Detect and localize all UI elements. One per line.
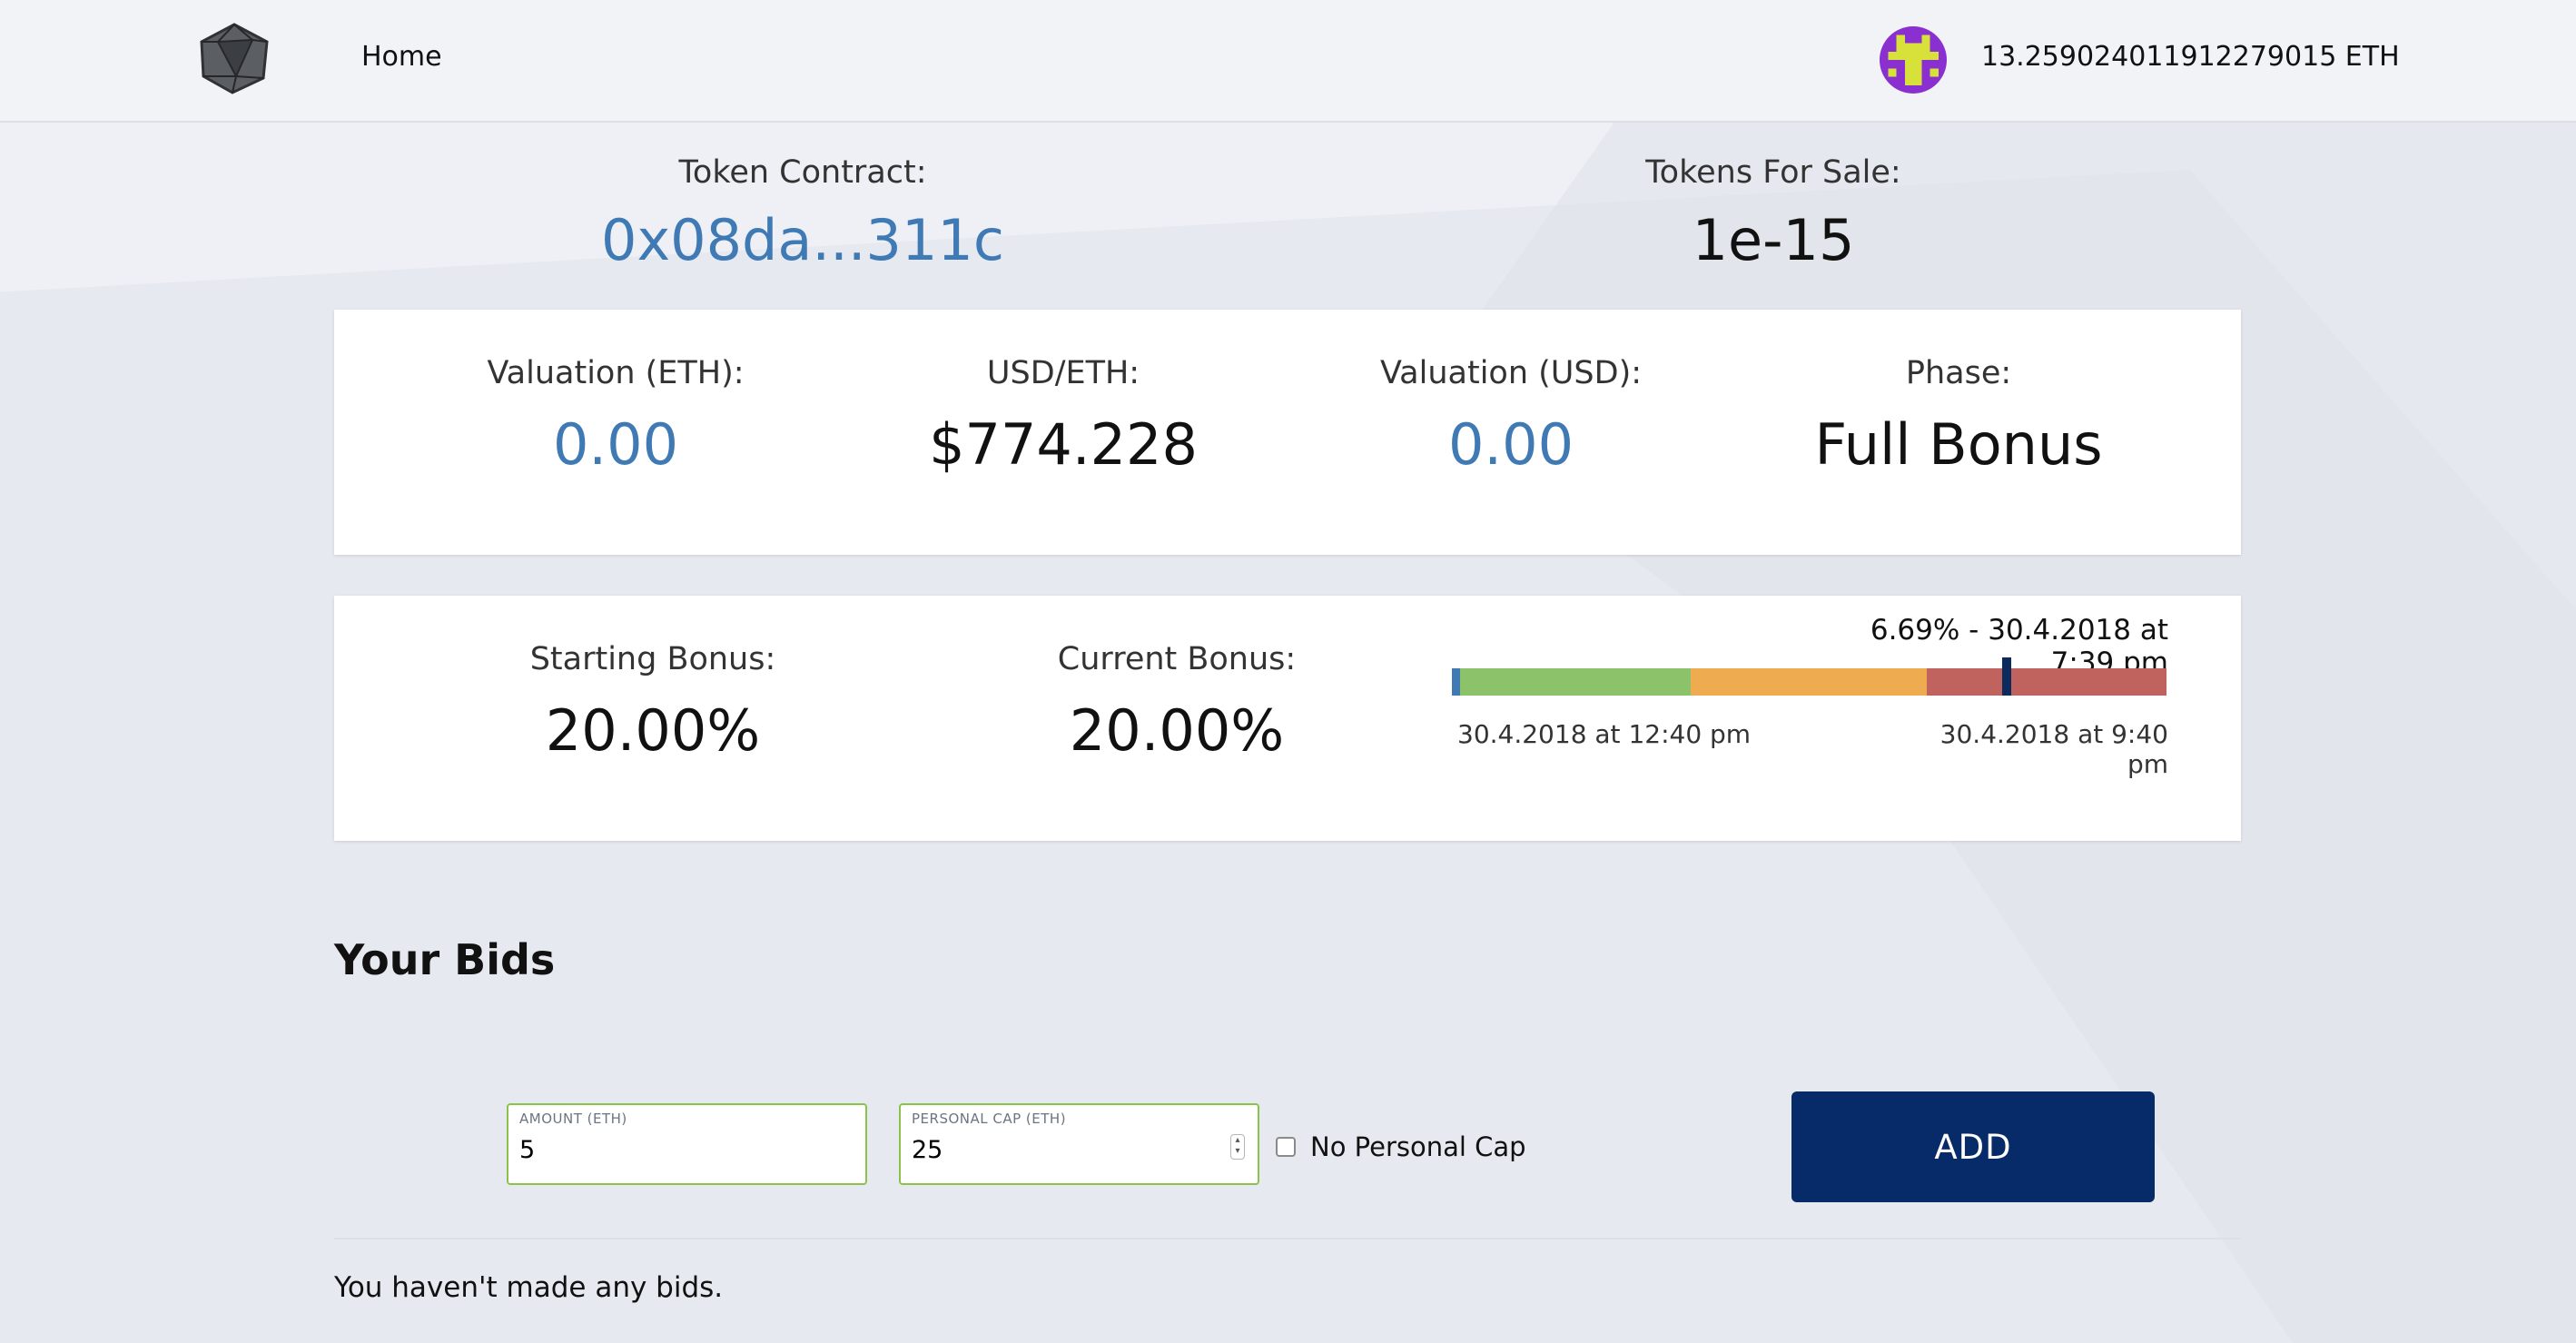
personal-cap-label: PERSONAL CAP (ETH) [912,1111,1067,1127]
token-contract-link[interactable]: 0x08da...311c [601,207,1004,273]
timeline-end-label: 30.4.2018 at 9:40 pm [1939,719,2168,779]
starting-bonus-label: Starting Bonus: [529,641,776,677]
no-personal-cap-label[interactable]: No Personal Cap [1310,1131,1526,1162]
timeline-start-label: 30.4.2018 at 12:40 pm [1457,719,1752,749]
current-bonus-stat: Current Bonus: 20.00% [950,641,1404,764]
top-nav: Home 13.259024011912279015 ETH [0,0,2576,123]
valuation-eth-label: Valuation (ETH): [487,355,745,391]
icosahedron-logo-icon[interactable] [196,22,272,94]
nav-home-link[interactable]: Home [361,41,442,73]
current-bonus-value: 20.00% [1069,697,1285,764]
valuation-usd-label: Valuation (USD): [1379,355,1643,391]
timeline-segment-red [1926,668,2166,696]
amount-field[interactable]: AMOUNT (ETH) [507,1103,867,1185]
amount-input[interactable] [519,1136,819,1164]
valuation-eth-value: 0.00 [552,411,679,478]
tokens-for-sale-value: 1e-15 [1692,207,1855,273]
wallet-balance: 13.259024011912279015 ETH [1981,41,2400,73]
timeline-segment-start [1452,668,1461,696]
phase-label: Phase: [1905,355,2012,391]
tokens-for-sale-label: Tokens For Sale: [1645,154,1901,191]
current-bonus-label: Current Bonus: [1057,641,1297,677]
phase-value: Full Bonus [1814,411,2103,478]
no-personal-cap-checkbox[interactable] [1276,1137,1296,1157]
bonus-card: Starting Bonus: 20.00% Current Bonus: 20… [334,596,2241,841]
valuation-card: Valuation (ETH): 0.00 USD/ETH: $774.228 … [334,310,2241,555]
personal-cap-input[interactable] [912,1136,1211,1164]
add-bid-button[interactable]: ADD [1791,1091,2155,1202]
divider [334,1238,2241,1239]
stepper-icon[interactable]: ▴ ▾ [1230,1134,1245,1160]
usd-eth-value: $774.228 [929,411,1198,478]
valuation-usd-value: 0.00 [1447,411,1574,478]
timeline-segment-orange [1690,668,1927,696]
token-contract-label: Token Contract: [678,154,927,191]
amount-label: AMOUNT (ETH) [519,1111,627,1127]
identicon-avatar[interactable] [1880,26,1947,94]
bonus-timeline-bar [1452,668,2166,696]
empty-bids-message: You haven't made any bids. [334,1271,724,1304]
tokens-for-sale-stat: Tokens For Sale: 1e-15 [1519,154,2028,273]
usd-eth-stat: USD/ETH: $774.228 [836,355,1290,478]
timeline-segment-green [1460,668,1691,696]
timeline-current-marker [2002,657,2011,696]
usd-eth-label: USD/ETH: [986,355,1140,391]
starting-bonus-value: 20.00% [545,697,761,764]
phase-stat: Phase: Full Bonus [1732,355,2186,478]
token-contract-stat: Token Contract: 0x08da...311c [548,154,1057,273]
valuation-usd-stat: Valuation (USD): 0.00 [1284,355,1738,478]
your-bids-heading: Your Bids [334,935,556,984]
no-personal-cap-option[interactable]: No Personal Cap [1276,1131,1526,1162]
starting-bonus-stat: Starting Bonus: 20.00% [426,641,880,764]
valuation-eth-stat: Valuation (ETH): 0.00 [389,355,843,478]
personal-cap-field[interactable]: PERSONAL CAP (ETH) ▴▾ [899,1103,1259,1185]
